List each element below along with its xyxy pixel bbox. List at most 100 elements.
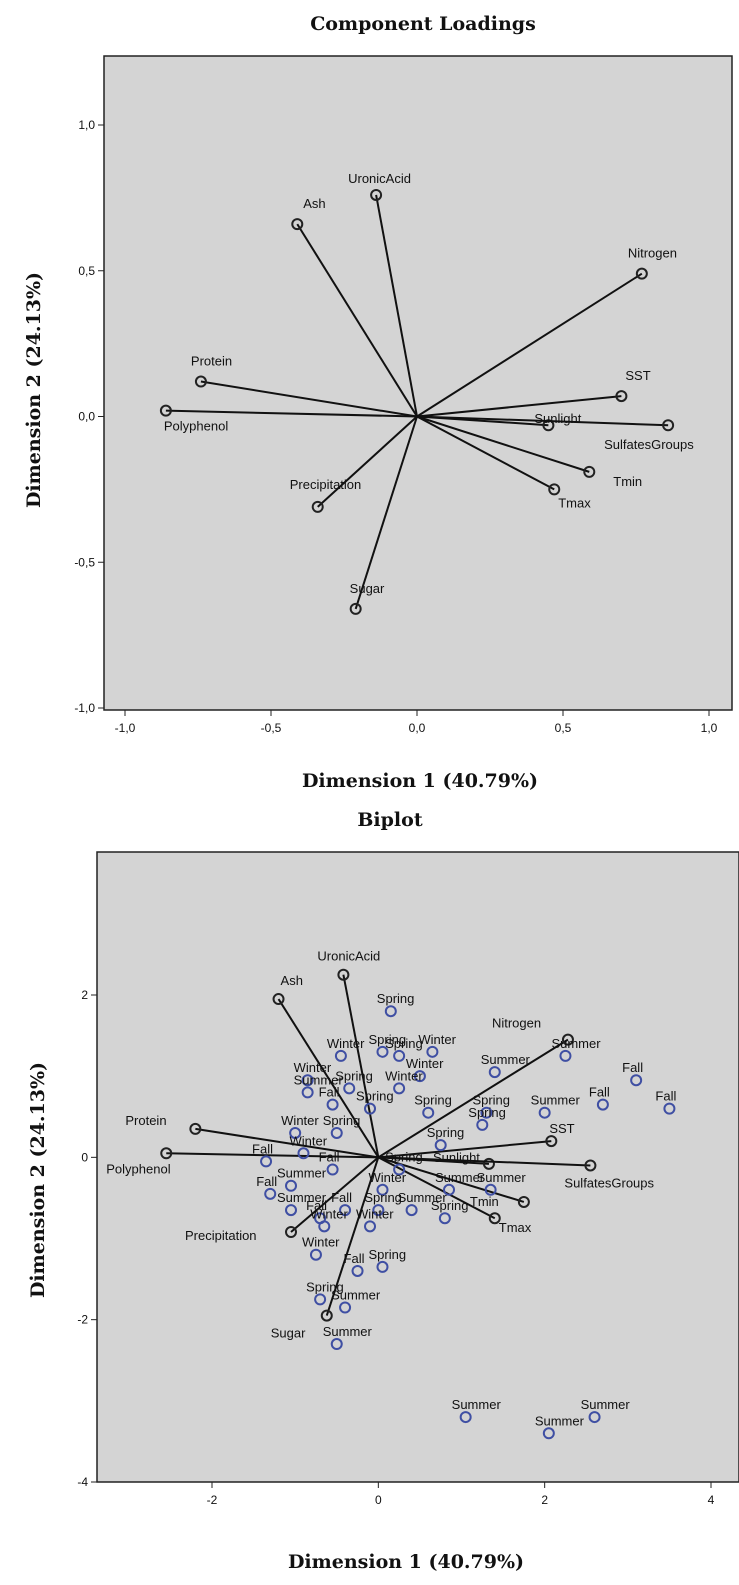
vector-label-tmin: Tmin	[613, 474, 642, 489]
vector-end-nitrogen	[635, 267, 648, 280]
vector-end-precipitation	[311, 500, 324, 513]
vector-label-ash: Ash	[303, 196, 325, 211]
vector-tmax	[377, 1156, 496, 1220]
y-tick-label: 2	[81, 988, 88, 1002]
vector-label-sunlight: Sunlight	[433, 1150, 480, 1165]
observation-point	[289, 1126, 302, 1139]
observation-label: Summer	[294, 1072, 344, 1087]
observation-label: Summer	[277, 1190, 327, 1205]
vector-sulfatesgroups	[378, 1156, 591, 1167]
observation-point	[376, 1045, 389, 1058]
observation-label: Summer	[581, 1397, 631, 1412]
observation-point	[372, 1204, 385, 1217]
observation-label: Summer	[435, 1170, 485, 1185]
vector-end-ash	[291, 218, 304, 231]
observation-point	[301, 1086, 314, 1099]
observation-label: Summer	[331, 1287, 381, 1302]
vector-label-precipitation: Precipitation	[185, 1228, 257, 1243]
observation-label: Fall	[331, 1190, 352, 1205]
observation-label: Fall	[622, 1060, 643, 1075]
observation-label: Fall	[306, 1198, 327, 1213]
observation-label: Summer	[452, 1397, 502, 1412]
vector-end-sst	[545, 1135, 558, 1148]
observation-point	[484, 1183, 497, 1196]
vector-label-tmax: Tmax	[499, 1220, 532, 1235]
loading-vectors: UronicAcid Ash Nitrogen Protein Polyphenol SS…	[159, 171, 694, 615]
vector-sst	[378, 1140, 552, 1159]
observation-point	[339, 1301, 352, 1314]
y-axis-title: Dimension 2 (24.13%)	[27, 1062, 49, 1298]
observation-point	[330, 1338, 343, 1351]
x-axis-title: Dimension 1 (40.79%)	[302, 770, 538, 792]
vector-end-uronicacid	[370, 188, 383, 201]
vector-end-tmax	[488, 1212, 501, 1225]
observation-label: Spring	[414, 1093, 452, 1108]
vector-label-polyphenol: Polyphenol	[106, 1161, 170, 1176]
vector-end-sulfatesgroups	[584, 1159, 597, 1172]
observation-point	[413, 1070, 426, 1083]
vector-sugar	[354, 416, 418, 610]
vector-label-sulfatesgroups: SulfatesGroups	[604, 437, 694, 452]
observation-point	[384, 1005, 397, 1018]
vector-label-polyphenol: Polyphenol	[164, 419, 228, 434]
vector-end-sugar	[320, 1309, 333, 1322]
observation-point	[309, 1248, 322, 1261]
vector-end-sulfatesgroups	[662, 419, 675, 432]
vector-label-ash: Ash	[281, 973, 303, 988]
observation-point	[596, 1098, 609, 1111]
observation-label: Winter	[281, 1113, 319, 1128]
observation-point	[459, 1411, 472, 1424]
observation-point	[393, 1163, 406, 1176]
vector-label-precipitation: Precipitation	[290, 477, 362, 492]
observation-label: Fall	[655, 1089, 676, 1104]
biplot-chart: Biplot -2 0 2 4 2 0 -2 -4 UronicAcid Ash Nitrogen…	[27, 809, 739, 1573]
y-tick-label: -1,0	[74, 701, 95, 715]
observation-point	[538, 1106, 551, 1119]
x-tick-label: 0,0	[409, 721, 426, 735]
observation-point	[301, 1074, 314, 1087]
observation-point	[314, 1293, 327, 1306]
vector-nitrogen	[377, 1038, 569, 1159]
observation-point	[393, 1082, 406, 1095]
observation-label: Spring	[364, 1190, 402, 1205]
observation-label: Winter	[302, 1235, 340, 1250]
observation-point	[393, 1049, 406, 1062]
observation-label: Fall	[252, 1141, 273, 1156]
x-tick-label: 4	[708, 1493, 715, 1507]
observation-label: Summer	[531, 1093, 581, 1108]
vector-tmin	[416, 415, 590, 473]
observation-label: Winter	[356, 1206, 394, 1221]
observation-label: Spring	[356, 1089, 394, 1104]
vector-label-tmin: Tmin	[470, 1194, 499, 1209]
observation-label: Summer	[481, 1052, 531, 1067]
x-tick-label: 2	[541, 1493, 548, 1507]
observation-label: Fall	[344, 1251, 365, 1266]
vector-label-uronicacid: UronicAcid	[348, 171, 411, 186]
vector-end-sst	[615, 390, 628, 403]
observation-point	[318, 1220, 331, 1233]
vector-sugar	[325, 1157, 380, 1316]
x-tick-label: 1,0	[701, 721, 718, 735]
vector-label-sunlight: Sunlight	[534, 411, 581, 426]
vector-end-sunlight	[482, 1157, 495, 1170]
x-tick-label: 0	[375, 1493, 382, 1507]
x-tick-label: -1,0	[115, 721, 136, 735]
observation-label: Spring	[427, 1125, 465, 1140]
observation-point	[559, 1049, 572, 1062]
observation-point	[376, 1183, 389, 1196]
observation-point	[297, 1147, 310, 1160]
observation-point	[334, 1049, 347, 1062]
x-axis-title: Dimension 1 (40.79%)	[288, 1551, 524, 1573]
observation-point	[343, 1082, 356, 1095]
observation-label: Winter	[294, 1060, 332, 1075]
vector-precipitation	[317, 415, 418, 508]
observation-point	[480, 1106, 493, 1119]
observation-label: Winter	[327, 1036, 365, 1051]
observation-point	[351, 1264, 364, 1277]
observation-point	[663, 1102, 676, 1115]
observation-label: Summer	[551, 1036, 601, 1051]
observation-point	[326, 1098, 339, 1111]
chart-title: Biplot	[357, 809, 422, 831]
observation-label: Winter	[289, 1133, 327, 1148]
observation-point	[330, 1126, 343, 1139]
